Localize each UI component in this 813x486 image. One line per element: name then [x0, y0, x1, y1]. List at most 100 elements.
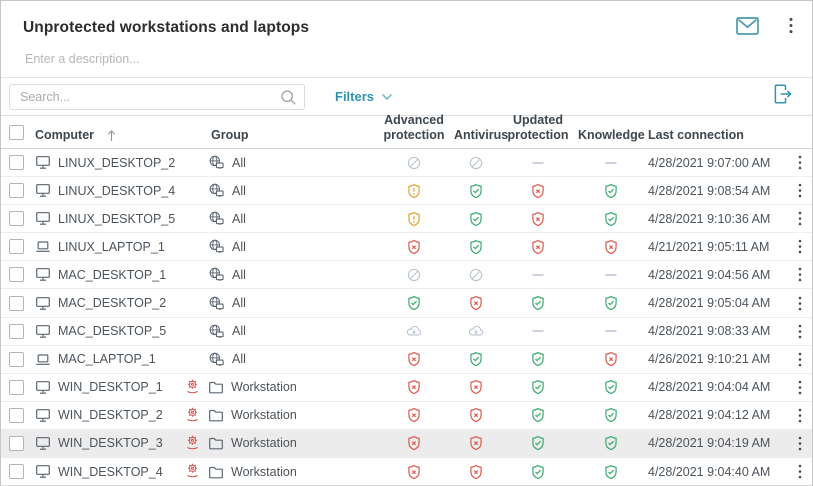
table-row[interactable]: WIN_DESKTOP_2 Workstation 4/28/2021 9:04… — [1, 402, 812, 430]
row-menu-kebab-icon[interactable] — [794, 295, 806, 312]
group-name: All — [232, 184, 246, 198]
last-connection: 4/21/2021 9:05:11 AM — [644, 240, 789, 254]
description-input[interactable] — [23, 51, 767, 67]
row-checkbox[interactable] — [9, 183, 24, 198]
shield-ok-icon — [603, 464, 619, 480]
shield-error-icon — [468, 407, 484, 423]
advanced-protection-status — [374, 351, 454, 367]
antivirus-status — [454, 407, 498, 423]
filters-label: Filters — [335, 89, 374, 104]
table-row[interactable]: LINUX_DESKTOP_4 All 4/28/2021 9:08:54 AM — [1, 177, 812, 205]
desktop-icon — [35, 380, 51, 395]
search-box — [9, 84, 305, 110]
group-name: All — [232, 156, 246, 170]
column-header-antivirus[interactable]: Antivirus — [454, 128, 498, 143]
row-checkbox[interactable] — [9, 380, 24, 395]
row-menu-kebab-icon[interactable] — [794, 323, 806, 340]
laptop-icon — [35, 352, 51, 367]
last-connection: 4/28/2021 9:05:04 AM — [644, 296, 789, 310]
export-button[interactable] — [772, 83, 793, 110]
table-row[interactable]: LINUX_LAPTOP_1 All 4/21/2021 9:05:11 AM — [1, 233, 812, 261]
computer-name: WIN_DESKTOP_3 — [58, 436, 163, 450]
row-checkbox[interactable] — [9, 211, 24, 226]
knowledge-status — [578, 407, 644, 423]
all-group-icon — [208, 183, 225, 198]
shield-error-icon — [530, 183, 546, 199]
row-menu-kebab-icon[interactable] — [794, 210, 806, 227]
table-row[interactable]: WIN_DESKTOP_1 Workstation 4/28/2021 9:04… — [1, 374, 812, 402]
all-group-icon — [208, 155, 225, 170]
select-all-checkbox[interactable] — [9, 125, 24, 140]
threat-detected-icon — [184, 462, 201, 481]
row-checkbox[interactable] — [9, 324, 24, 339]
row-menu-kebab-icon[interactable] — [794, 182, 806, 199]
table-row[interactable]: MAC_DESKTOP_2 All 4/28/2021 9:05:04 AM — [1, 289, 812, 317]
shield-error-icon — [530, 211, 546, 227]
group-name: Workstation — [231, 465, 297, 479]
table-header: Computer Group Advanced protection Antiv… — [1, 115, 812, 149]
table-row[interactable]: WIN_DESKTOP_3 Workstation 4/28/2021 9:04… — [1, 430, 812, 458]
column-header-knowledge[interactable]: Knowledge — [578, 128, 644, 143]
all-group-icon — [208, 296, 225, 311]
row-menu-kebab-icon[interactable] — [794, 154, 806, 171]
column-header-group[interactable]: Group — [181, 128, 374, 143]
desktop-icon — [35, 408, 51, 423]
row-checkbox[interactable] — [9, 464, 24, 479]
description-area — [1, 43, 812, 77]
table-row[interactable]: LINUX_DESKTOP_2 All 4/28/2021 9:07:00 AM — [1, 149, 812, 177]
row-checkbox[interactable] — [9, 408, 24, 423]
row-checkbox[interactable] — [9, 267, 24, 282]
row-checkbox[interactable] — [9, 155, 24, 170]
last-connection: 4/28/2021 9:04:56 AM — [644, 268, 789, 282]
table-row[interactable]: WIN_DESKTOP_4 Workstation 4/28/2021 9:04… — [1, 458, 812, 486]
row-checkbox[interactable] — [9, 239, 24, 254]
column-header-last-connection[interactable]: Last connection — [644, 128, 789, 143]
group-name: All — [232, 352, 246, 366]
folder-icon — [208, 436, 224, 450]
desktop-icon — [35, 267, 51, 282]
advanced-protection-status — [374, 435, 454, 451]
table-row[interactable]: LINUX_DESKTOP_5 All 4/28/2021 9:10:36 AM — [1, 205, 812, 233]
row-menu-kebab-icon[interactable] — [794, 407, 806, 424]
row-menu-kebab-icon[interactable] — [794, 266, 806, 283]
column-header-advanced-protection[interactable]: Advanced protection — [374, 113, 454, 144]
advanced-protection-status — [374, 407, 454, 423]
row-menu-kebab-icon[interactable] — [794, 238, 806, 255]
updated-protection-status — [498, 295, 578, 311]
search-icon — [280, 89, 297, 111]
last-connection: 4/28/2021 9:10:36 AM — [644, 212, 789, 226]
filters-button[interactable]: Filters — [335, 88, 393, 106]
email-alerts-button[interactable] — [736, 17, 759, 40]
row-checkbox[interactable] — [9, 352, 24, 367]
computer-name: LINUX_LAPTOP_1 — [58, 240, 165, 254]
all-group-icon — [208, 211, 225, 226]
table-row[interactable]: MAC_DESKTOP_1 All 4/28/2021 9:04:56 AM — [1, 261, 812, 289]
last-connection: 4/28/2021 9:04:40 AM — [644, 465, 789, 479]
computer-name: MAC_DESKTOP_1 — [58, 268, 166, 282]
desktop-icon — [35, 464, 51, 479]
all-group-icon — [208, 352, 225, 367]
row-menu-kebab-icon[interactable] — [794, 463, 806, 480]
computer-name: LINUX_DESKTOP_5 — [58, 212, 175, 226]
row-checkbox[interactable] — [9, 436, 24, 451]
column-header-computer[interactable]: Computer — [35, 128, 181, 143]
page-menu-button[interactable] — [786, 17, 796, 39]
row-checkbox[interactable] — [9, 296, 24, 311]
shield-error-icon — [530, 239, 546, 255]
row-menu-kebab-icon[interactable] — [794, 379, 806, 396]
sort-ascending-icon — [107, 129, 116, 142]
shield-error-icon — [468, 295, 484, 311]
table-row[interactable]: MAC_DESKTOP_5 All 4/28/2021 9:08:33 AM — [1, 318, 812, 346]
kebab-menu-icon — [789, 17, 793, 39]
cloud-installing-icon — [467, 324, 485, 338]
row-menu-kebab-icon[interactable] — [794, 351, 806, 368]
last-connection: 4/28/2021 9:04:12 AM — [644, 408, 789, 422]
search-input[interactable] — [10, 85, 304, 109]
table-row[interactable]: MAC_LAPTOP_1 All 4/26/2021 9:10:21 AM — [1, 346, 812, 374]
advanced-protection-status — [374, 324, 454, 338]
column-header-updated-protection[interactable]: Updated protection — [498, 113, 578, 144]
toolbar: Filters — [1, 78, 812, 115]
row-menu-kebab-icon[interactable] — [794, 435, 806, 452]
desktop-icon — [35, 436, 51, 451]
computer-name: MAC_DESKTOP_5 — [58, 324, 166, 338]
